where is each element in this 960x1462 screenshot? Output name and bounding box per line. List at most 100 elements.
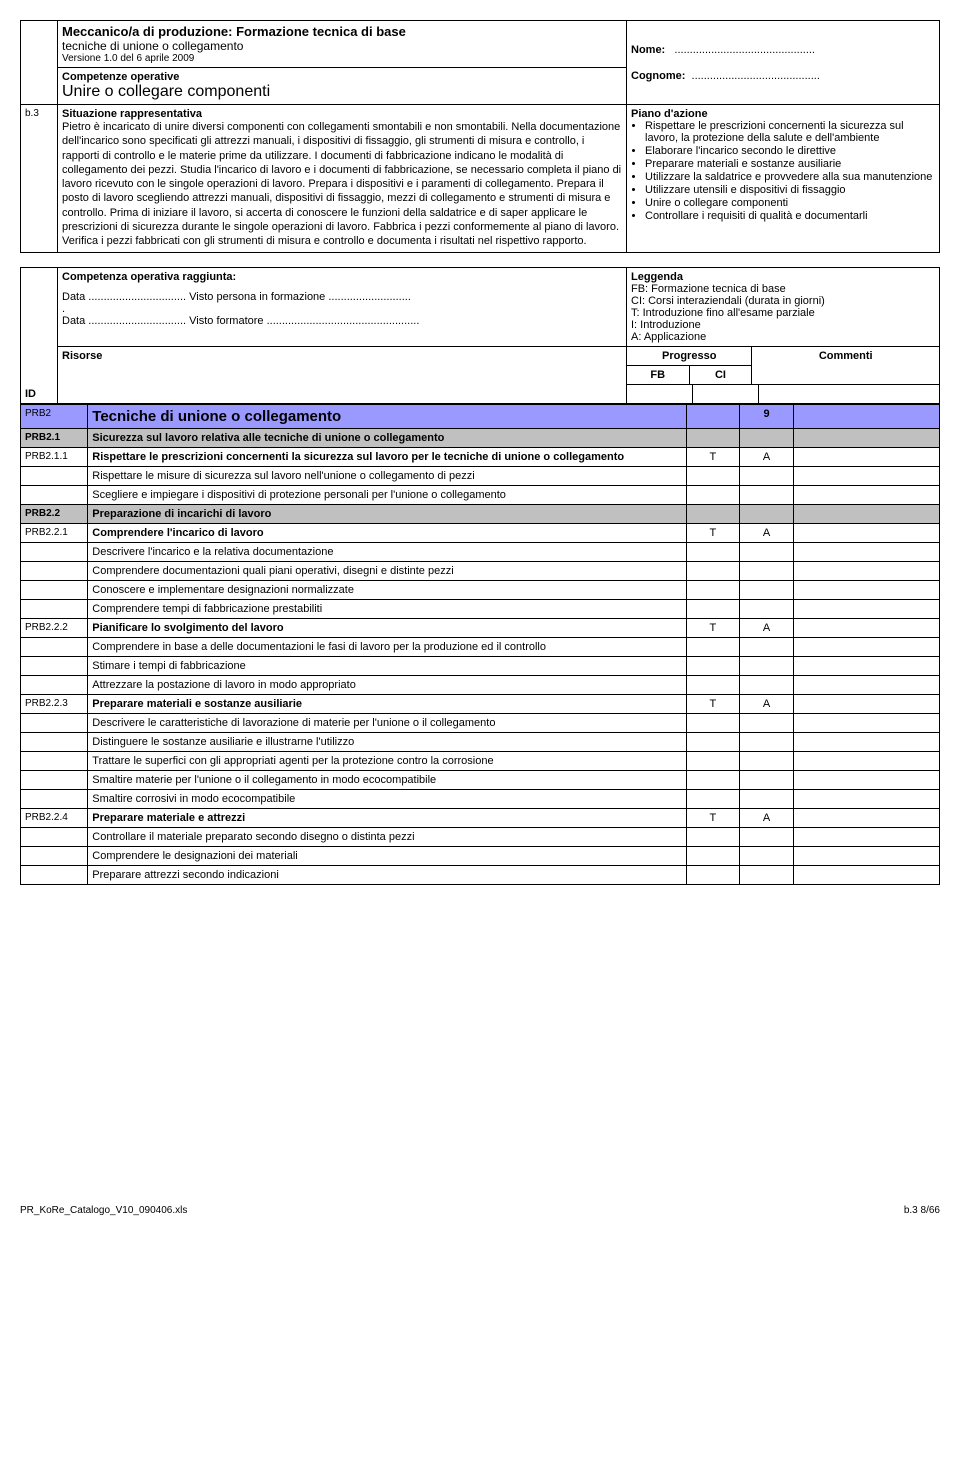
legend-item: FB: Formazione tecnica di base	[631, 283, 935, 295]
mid-table: Competenza operativa raggiunta: Data ...…	[20, 267, 940, 404]
table-row: Conoscere e implementare designazioni no…	[21, 580, 940, 599]
row-ci	[740, 466, 794, 485]
row-id	[21, 770, 88, 789]
table-row: Smaltire materie per l'unione o il colle…	[21, 770, 940, 789]
row-ci: A	[740, 447, 794, 466]
row-ci	[740, 846, 794, 865]
row-comment	[793, 770, 939, 789]
fb-header: FB	[627, 365, 689, 384]
progresso-header: Progresso	[627, 347, 752, 366]
row-id: PRB2.2	[21, 504, 88, 523]
row-fb: T	[686, 618, 740, 637]
row-fb	[686, 580, 740, 599]
risorse-header: Risorse	[58, 346, 627, 403]
legend-list: FB: Formazione tecnica di baseCI: Corsi …	[631, 283, 935, 343]
table-row: PRB2.2.4Preparare materiale e attrezziTA	[21, 808, 940, 827]
table-row: Comprendere documentazioni quali piani o…	[21, 561, 940, 580]
doc-title: Meccanico/a di produzione: Formazione te…	[62, 24, 622, 39]
row-comment	[793, 580, 939, 599]
row-ci	[740, 599, 794, 618]
legend-item: T: Introduzione fino all'esame parziale	[631, 307, 935, 319]
cognome-dots: ........................................…	[692, 70, 820, 82]
id-header: ID	[21, 384, 58, 403]
row-text: Trattare le superfici con gli appropriat…	[88, 751, 686, 770]
row-comment	[793, 428, 939, 447]
plan-item: Utilizzare utensili e dispositivi di fis…	[645, 184, 935, 196]
row-ci	[740, 865, 794, 884]
row-id	[21, 485, 88, 504]
row-id: PRB2.2.4	[21, 808, 88, 827]
b3-id: b.3	[21, 105, 58, 253]
table-row: Comprendere le designazioni dei material…	[21, 846, 940, 865]
table-row: Descrivere le caratteristiche di lavoraz…	[21, 713, 940, 732]
row-id: PRB2.1.1	[21, 447, 88, 466]
ci-header: CI	[689, 365, 752, 384]
row-fb	[686, 789, 740, 808]
table-row: Smaltire corrosivi in modo ecocompatibil…	[21, 789, 940, 808]
table-row: Scegliere e impiegare i dispositivi di p…	[21, 485, 940, 504]
row-ci	[740, 732, 794, 751]
row-ci	[740, 770, 794, 789]
row-comment	[793, 732, 939, 751]
table-row: PRB2.1Sicurezza sul lavoro relativa alle…	[21, 428, 940, 447]
row-id	[21, 599, 88, 618]
row-ci: A	[740, 523, 794, 542]
row-fb	[686, 846, 740, 865]
row-ci	[740, 789, 794, 808]
row-id: PRB2.2.1	[21, 523, 88, 542]
row-fb	[686, 732, 740, 751]
row-comment	[793, 656, 939, 675]
row-comment	[793, 485, 939, 504]
row-comment	[793, 865, 939, 884]
plan-item: Utilizzare la saldatrice e provvedere al…	[645, 171, 935, 183]
row-id	[21, 789, 88, 808]
row-id	[21, 713, 88, 732]
row-id	[21, 637, 88, 656]
row-id: PRB2	[21, 404, 88, 428]
row-ci	[740, 751, 794, 770]
row-id	[21, 732, 88, 751]
row-fb	[686, 637, 740, 656]
row-comment	[793, 599, 939, 618]
row-comment	[793, 447, 939, 466]
comp-op-label: Competenze operative	[62, 71, 622, 83]
plan-item: Unire o collegare componenti	[645, 197, 935, 209]
row-text: Preparazione di incarichi di lavoro	[88, 504, 686, 523]
row-fb	[686, 751, 740, 770]
row-text: Controllare il materiale preparato secon…	[88, 827, 686, 846]
sit-text: Pietro è incaricato di unire diversi com…	[62, 120, 622, 249]
nome-dots: ........................................…	[674, 44, 815, 56]
plan-item: Elaborare l'incarico secondo le direttiv…	[645, 145, 935, 157]
table-row: PRB2Tecniche di unione o collegamento9	[21, 404, 940, 428]
row-comment	[793, 827, 939, 846]
row-comment	[793, 466, 939, 485]
row-comment	[793, 751, 939, 770]
row-fb	[686, 713, 740, 732]
row-id	[21, 865, 88, 884]
row-ci	[740, 504, 794, 523]
plan-item: Rispettare le prescrizioni concernenti l…	[645, 120, 935, 144]
row-ci	[740, 637, 794, 656]
plan-list: Rispettare le prescrizioni concernenti l…	[631, 120, 935, 222]
row-fb	[686, 542, 740, 561]
row-comment	[793, 713, 939, 732]
row-ci	[740, 656, 794, 675]
row-text: Descrivere l'incarico e la relativa docu…	[88, 542, 686, 561]
legend-item: I: Introduzione	[631, 319, 935, 331]
row-id	[21, 561, 88, 580]
row-comment	[793, 523, 939, 542]
table-row: Preparare attrezzi secondo indicazioni	[21, 865, 940, 884]
legend-item: A: Applicazione	[631, 331, 935, 343]
table-row: PRB2.2.2Pianificare lo svolgimento del l…	[21, 618, 940, 637]
row-comment	[793, 675, 939, 694]
row-fb	[686, 865, 740, 884]
doc-version: Versione 1.0 del 6 aprile 2009	[62, 53, 622, 64]
row-fb	[686, 827, 740, 846]
legend-title: Leggenda	[631, 271, 935, 283]
row-comment	[793, 789, 939, 808]
page: Meccanico/a di produzione: Formazione te…	[20, 20, 940, 1216]
row-id	[21, 827, 88, 846]
row-text: Conoscere e implementare designazioni no…	[88, 580, 686, 599]
row-text: Scegliere e impiegare i dispositivi di p…	[88, 485, 686, 504]
row-id	[21, 675, 88, 694]
